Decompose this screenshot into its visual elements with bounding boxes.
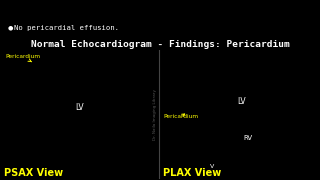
Text: LV: LV bbox=[238, 98, 246, 107]
Text: RV: RV bbox=[244, 135, 252, 141]
Bar bbox=[0, 0, 320, 50]
Text: ●: ● bbox=[8, 25, 13, 30]
Text: Normal Echocardiogram - Findings: Pericardium: Normal Echocardiogram - Findings: Perica… bbox=[31, 40, 289, 49]
Text: No pericardial effusion.: No pericardial effusion. bbox=[14, 25, 119, 31]
Text: Dr. Naila Imaging Library: Dr. Naila Imaging Library bbox=[153, 89, 157, 141]
Text: PLAX View: PLAX View bbox=[163, 168, 221, 178]
Text: Pericardium: Pericardium bbox=[5, 54, 40, 62]
Text: Pericardium: Pericardium bbox=[163, 114, 198, 119]
Text: V: V bbox=[210, 164, 214, 169]
Text: LV: LV bbox=[76, 103, 84, 112]
Text: PSAX View: PSAX View bbox=[4, 168, 63, 178]
